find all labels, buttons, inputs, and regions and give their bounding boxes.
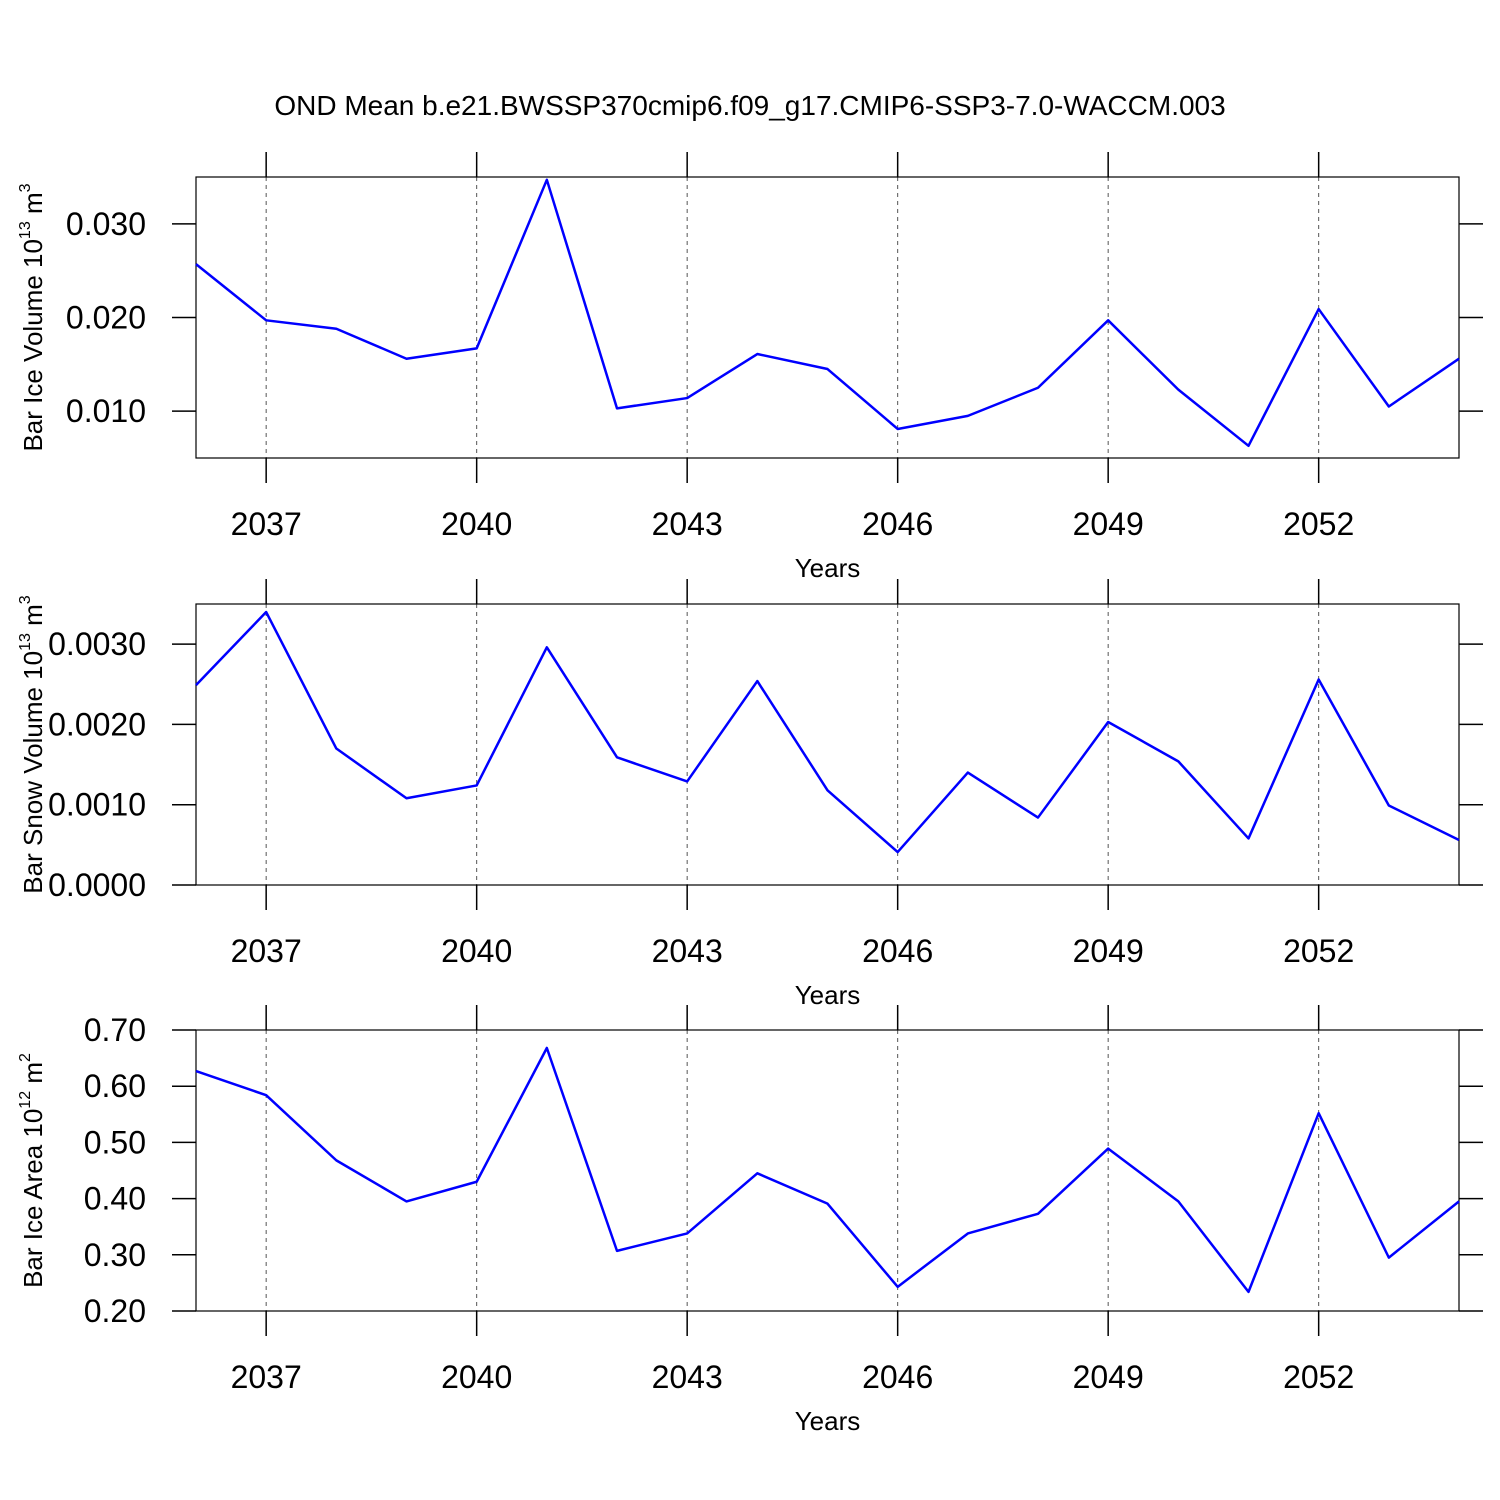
x-tick-label: 2043: [652, 933, 723, 969]
plot-frame: [195, 1029, 1460, 1312]
x-tick-label: 2037: [231, 1359, 302, 1395]
y-tick-label: 0.30: [84, 1237, 146, 1273]
y-tick-label: 0.20: [84, 1293, 146, 1329]
x-tick-label: 2040: [441, 933, 512, 969]
y-axis-label-text: Bar Ice Area 10: [18, 1109, 48, 1288]
x-tick-label: 2043: [652, 1359, 723, 1395]
x-tick-label: 2040: [441, 1359, 512, 1395]
x-tick-label: 2052: [1283, 1359, 1354, 1395]
y-axis-label-unit-exponent: 3: [17, 595, 34, 604]
y-tick-label: 0.0020: [48, 706, 146, 742]
x-axis-label: Years: [795, 980, 861, 1010]
y-axis-label-text: Bar Snow Volume 10: [18, 651, 48, 894]
y-axis-label-text: Bar Ice Volume 10: [18, 239, 48, 451]
y-tick-label: 0.0030: [48, 626, 146, 662]
x-tick-label: 2046: [862, 506, 933, 542]
figure-title: OND Mean b.e21.BWSSP370cmip6.f09_g17.CMI…: [274, 90, 1225, 121]
y-axis-label-unit: m: [18, 604, 48, 633]
y-axis-label: Bar Ice Area 1012 m2: [17, 1053, 48, 1288]
x-tick-label: 2040: [441, 506, 512, 542]
y-tick-label: 0.60: [84, 1068, 146, 1104]
plot-frame: [195, 603, 1460, 886]
x-tick-label: 2049: [1073, 506, 1144, 542]
data-line: [195, 178, 1460, 448]
y-tick-label: 0.40: [84, 1181, 146, 1217]
y-tick-label: 0.030: [66, 206, 146, 242]
y-tick-label: 0.0010: [48, 787, 146, 823]
x-tick-label: 2052: [1283, 506, 1354, 542]
x-axis-label: Years: [795, 553, 861, 583]
y-axis-label-exponent: 13: [17, 221, 34, 239]
y-axis-label-unit: m: [18, 192, 48, 221]
x-tick-label: 2052: [1283, 933, 1354, 969]
data-line: [195, 1046, 1460, 1294]
y-tick-label: 0.50: [84, 1124, 146, 1160]
y-tick-label: 0.020: [66, 300, 146, 336]
x-tick-label: 2046: [862, 1359, 933, 1395]
y-axis-label-unit-exponent: 2: [17, 1053, 34, 1062]
y-tick-label: 0.0000: [48, 867, 146, 903]
y-axis-label-unit-exponent: 3: [17, 183, 34, 192]
y-tick-label: 0.70: [84, 1012, 146, 1048]
y-axis-label-unit: m: [18, 1062, 48, 1091]
data-line: [195, 610, 1460, 854]
x-tick-label: 2049: [1073, 1359, 1144, 1395]
x-tick-label: 2049: [1073, 933, 1144, 969]
y-axis-label: Bar Snow Volume 1013 m3: [17, 595, 48, 894]
y-axis-label-exponent: 12: [17, 1091, 34, 1109]
x-tick-label: 2043: [652, 506, 723, 542]
y-tick-label: 0.010: [66, 393, 146, 429]
x-tick-label: 2037: [231, 506, 302, 542]
x-tick-label: 2046: [862, 933, 933, 969]
y-axis-label-exponent: 13: [17, 633, 34, 651]
y-axis-label: Bar Ice Volume 1013 m3: [17, 183, 48, 451]
x-tick-label: 2037: [231, 933, 302, 969]
x-axis-label: Years: [795, 1406, 861, 1436]
plot-frame: [195, 176, 1460, 459]
